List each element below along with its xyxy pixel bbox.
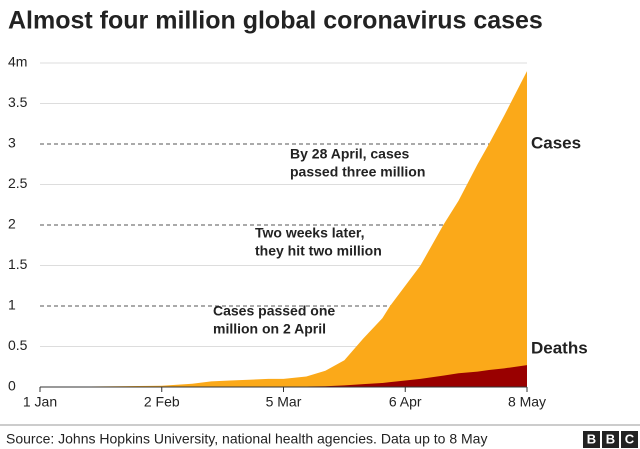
annotation: they hit two million <box>255 243 382 259</box>
y-tick-label: 1.5 <box>8 256 28 272</box>
y-tick-label: 3 <box>8 135 16 151</box>
logo-box <box>583 431 600 448</box>
logo-letter: C <box>625 431 635 446</box>
annotation: Cases passed one <box>213 303 335 319</box>
area <box>40 365 527 387</box>
logo-box <box>621 431 638 448</box>
y-tick-label: 2 <box>8 216 16 232</box>
y-tick-label: 3.5 <box>8 94 28 110</box>
y-tick-label: 2.5 <box>8 175 28 191</box>
area <box>40 71 527 387</box>
logo-letter: B <box>587 431 596 446</box>
annotation: million on 2 April <box>213 321 326 337</box>
series-label: Deaths <box>531 339 588 358</box>
series-label: Cases <box>531 133 581 152</box>
x-tick-label: 1 Jan <box>23 394 57 410</box>
y-tick-label: 4m <box>8 54 27 70</box>
x-tick-label: 8 May <box>508 394 546 410</box>
x-tick-label: 5 Mar <box>266 394 302 410</box>
logo-letter: B <box>606 431 615 446</box>
source: Source: Johns Hopkins University, nation… <box>6 431 487 447</box>
y-tick-label: 0.5 <box>8 337 28 353</box>
x-tick-label: 6 Apr <box>389 394 422 410</box>
annotation: Two weeks later, <box>255 225 364 241</box>
logo-box <box>602 431 619 448</box>
x-tick-label: 2 Feb <box>144 394 180 410</box>
y-tick-label: 0 <box>8 378 16 394</box>
annotation: By 28 April, cases <box>290 146 410 162</box>
y-tick-label: 1 <box>8 297 16 313</box>
annotation: passed three million <box>290 164 425 180</box>
chart-title: Almost four million global coronavirus c… <box>8 7 543 35</box>
